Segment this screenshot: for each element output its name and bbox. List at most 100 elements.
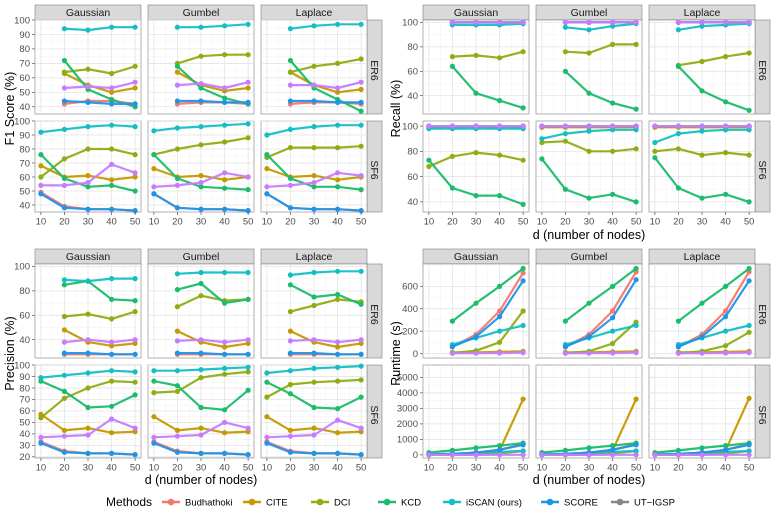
data-point-cite — [132, 340, 138, 346]
data-point-iscan-ours — [746, 448, 752, 454]
data-point-ut-igsp — [426, 123, 432, 129]
panel-laplace-sf6 — [260, 363, 368, 459]
panel-gumbel-sf6 — [535, 364, 643, 459]
data-point-dci — [358, 377, 364, 383]
data-point-ut-igsp — [723, 19, 729, 25]
series-line-kcd — [451, 65, 524, 109]
x-axis-title: d (number of nodes) — [145, 473, 258, 487]
data-point-ut-igsp — [85, 432, 91, 438]
data-point-dci — [287, 309, 293, 315]
x-tick-label: 50 — [744, 463, 755, 474]
x-tick-label: 10 — [262, 463, 273, 474]
data-point-kcd — [61, 175, 67, 181]
data-point-dci — [699, 58, 705, 65]
strip-label-er6: ER6 — [368, 60, 380, 81]
data-point-dci — [109, 70, 115, 77]
data-point-score — [109, 351, 115, 357]
data-point-kcd — [109, 182, 115, 188]
data-point-kcd — [174, 63, 180, 69]
series-line-dci — [64, 65, 136, 75]
data-point-iscan-ours — [633, 322, 639, 329]
data-point-dci — [132, 379, 138, 385]
data-point-kcd — [198, 404, 204, 411]
series-line-ut-igsp — [290, 81, 362, 90]
y-axis-title: F1 Score (%) — [3, 72, 17, 146]
data-point-dci — [562, 138, 569, 144]
data-point-dci — [61, 69, 67, 75]
data-point-ut-igsp — [358, 79, 364, 85]
data-point-ut-igsp — [699, 123, 705, 129]
x-tick-label: 10 — [650, 217, 661, 228]
x-tick-label: 30 — [584, 463, 595, 474]
data-point-ut-igsp — [132, 170, 138, 176]
y-axis-title: Recall (%) — [389, 80, 403, 138]
data-point-score — [85, 350, 91, 356]
data-point-dci — [85, 385, 91, 391]
data-point-ut-igsp — [633, 19, 639, 25]
data-point-iscan-ours — [198, 24, 204, 30]
data-point-iscan-ours — [358, 21, 364, 27]
data-point-dci — [132, 63, 138, 69]
data-point-dci — [746, 152, 752, 158]
data-point-cite — [358, 340, 364, 346]
x-tick-label: 50 — [744, 217, 755, 228]
data-point-dci — [335, 145, 341, 151]
data-point-dci — [497, 152, 503, 158]
data-point-dci — [222, 371, 228, 377]
data-point-score — [723, 314, 729, 320]
data-point-kcd — [610, 100, 616, 106]
data-point-score — [132, 208, 138, 214]
series-line-score — [177, 352, 249, 356]
data-point-kcd — [85, 184, 91, 190]
y-tick-label: 100 — [14, 360, 30, 371]
panel-gaussian-sf6 — [422, 364, 530, 459]
data-point-iscan-ours — [85, 370, 91, 376]
y-tick-label: 100 — [14, 15, 30, 26]
series-line-cite — [289, 71, 362, 94]
data-point-dci — [61, 395, 67, 401]
data-point-ut-igsp — [311, 82, 317, 88]
data-point-dci — [245, 369, 251, 375]
data-point-cite — [264, 414, 270, 420]
x-tick-label: 20 — [447, 217, 458, 228]
data-point-ut-igsp — [287, 338, 293, 344]
strip-label-er6: ER6 — [756, 60, 768, 81]
series-line-dci — [565, 43, 637, 55]
y-tick-label: 40 — [19, 335, 30, 346]
data-point-dci — [358, 56, 364, 62]
data-point-kcd — [198, 280, 204, 287]
data-point-cite — [132, 85, 138, 91]
x-tick-label: 30 — [697, 463, 708, 474]
strip-label-laplace: Laplace — [296, 251, 333, 263]
series-line-ut-igsp — [678, 351, 750, 355]
data-point-ut-igsp — [610, 123, 616, 129]
data-point-kcd — [174, 175, 180, 181]
data-point-kcd — [497, 193, 503, 199]
data-point-cite — [335, 177, 341, 183]
data-point-cite — [109, 177, 115, 183]
data-point-ut-igsp — [38, 182, 44, 188]
legend-entry-dci: DCI — [311, 498, 350, 509]
data-point-iscan-ours — [174, 368, 180, 374]
legend-entry-kcd: KCD — [378, 498, 421, 509]
series-line-score — [64, 352, 136, 356]
data-point-kcd — [85, 404, 91, 411]
data-point-ut-igsp — [335, 339, 341, 345]
strip-label-gaussian: Gaussian — [66, 7, 111, 19]
data-point-kcd — [633, 265, 639, 272]
data-point-kcd — [358, 108, 364, 114]
data-point-iscan-ours — [358, 268, 364, 274]
data-point-kcd — [699, 445, 705, 451]
x-tick-label: 40 — [494, 217, 505, 228]
series-line-ut-igsp — [565, 351, 637, 355]
data-point-iscan-ours — [245, 269, 251, 276]
series-line-dci — [452, 50, 524, 59]
x-tick-label: 20 — [285, 217, 296, 228]
series-line-kcd — [176, 65, 249, 105]
series-line-score — [564, 279, 638, 348]
data-point-iscan-ours — [109, 122, 115, 128]
data-point-score — [473, 334, 479, 340]
y-tick-label: 80 — [19, 144, 30, 155]
data-point-ut-igsp — [449, 452, 455, 458]
data-point-ut-igsp — [151, 434, 157, 440]
